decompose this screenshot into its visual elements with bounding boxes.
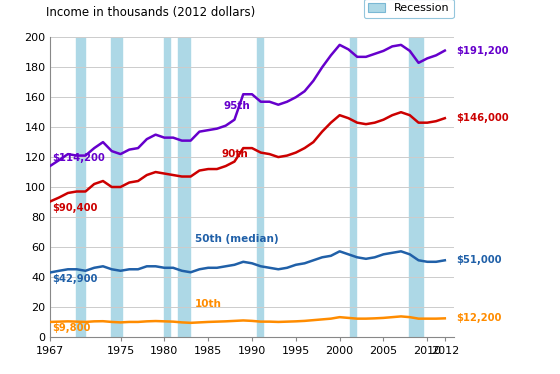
Text: $90,400: $90,400: [52, 203, 97, 213]
Bar: [350, 37, 356, 337]
Text: 50th (median): 50th (median): [195, 234, 279, 244]
Text: $42,900: $42,900: [52, 274, 97, 284]
Text: Income in thousands (2012 dollars): Income in thousands (2012 dollars): [46, 6, 255, 19]
Bar: [179, 37, 190, 337]
Bar: [76, 37, 85, 337]
Text: 95th: 95th: [224, 101, 251, 111]
Text: $146,000: $146,000: [456, 113, 509, 123]
Bar: [257, 37, 263, 337]
Text: 10th: 10th: [195, 299, 222, 309]
Text: $12,200: $12,200: [456, 313, 502, 324]
Text: $191,200: $191,200: [456, 46, 509, 56]
Bar: [409, 37, 423, 337]
Bar: [111, 37, 122, 337]
Text: $114,200: $114,200: [52, 153, 105, 163]
Text: 90th: 90th: [221, 149, 248, 159]
Bar: [164, 37, 170, 337]
Text: $51,000: $51,000: [456, 255, 502, 265]
Text: $9,800: $9,800: [52, 323, 91, 333]
Legend: Recession: Recession: [363, 0, 454, 18]
